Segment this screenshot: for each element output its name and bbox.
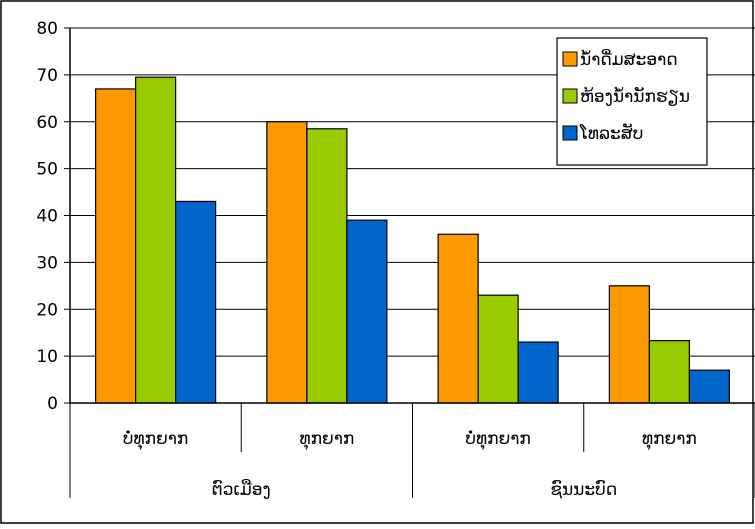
legend-label: ນ້ຳດື່ມສະອາດ [580,49,678,70]
axes: 0 10 20 30 40 50 60 70 80 ບໍ່ທຸກຍາກ ທຸກຍາກ ບໍ່ທຸກຍາ… [36,19,755,500]
category-label: ບໍ່ທຸກຍາກ [123,429,188,451]
bar [477,294,519,404]
legend-label: ໂທລະສັບ [579,122,643,144]
bar [306,128,348,404]
legend-box [556,37,708,166]
bar [135,76,177,404]
category-label: ທຸກຍາກ [642,429,697,451]
bar [346,219,388,404]
bar [517,341,559,404]
legend-swatch [562,51,578,67]
y-tick-label: 20 [36,300,58,320]
bar [437,233,479,404]
legend-swatch [562,125,578,141]
bars [95,76,730,404]
y-tick-label: 50 [36,160,58,180]
y-tick-label: 40 [36,207,58,227]
bar [266,121,308,404]
y-tick-label: 10 [36,347,58,367]
category-label: ທຸກຍາກ [299,429,354,451]
bar [175,200,217,404]
bar [688,369,730,404]
y-tick-label: 80 [36,19,58,39]
legend-label: ຫ້ອງນ້ຳນັກຮຽນ [580,85,690,107]
y-tick-label: 0 [47,394,58,414]
bar [95,88,137,404]
legend-swatch [562,88,578,104]
bar [608,285,650,404]
category-label: ບໍ່ທຸກຍາກ [465,429,530,451]
group-label: ຊົນນະບົດ [550,478,617,500]
group-label: ຕົວເມືອງ [212,478,271,500]
y-tick-label: 60 [36,113,58,133]
bar [648,340,690,404]
y-tick-label: 30 [36,253,58,273]
y-tick-label: 70 [36,66,58,86]
